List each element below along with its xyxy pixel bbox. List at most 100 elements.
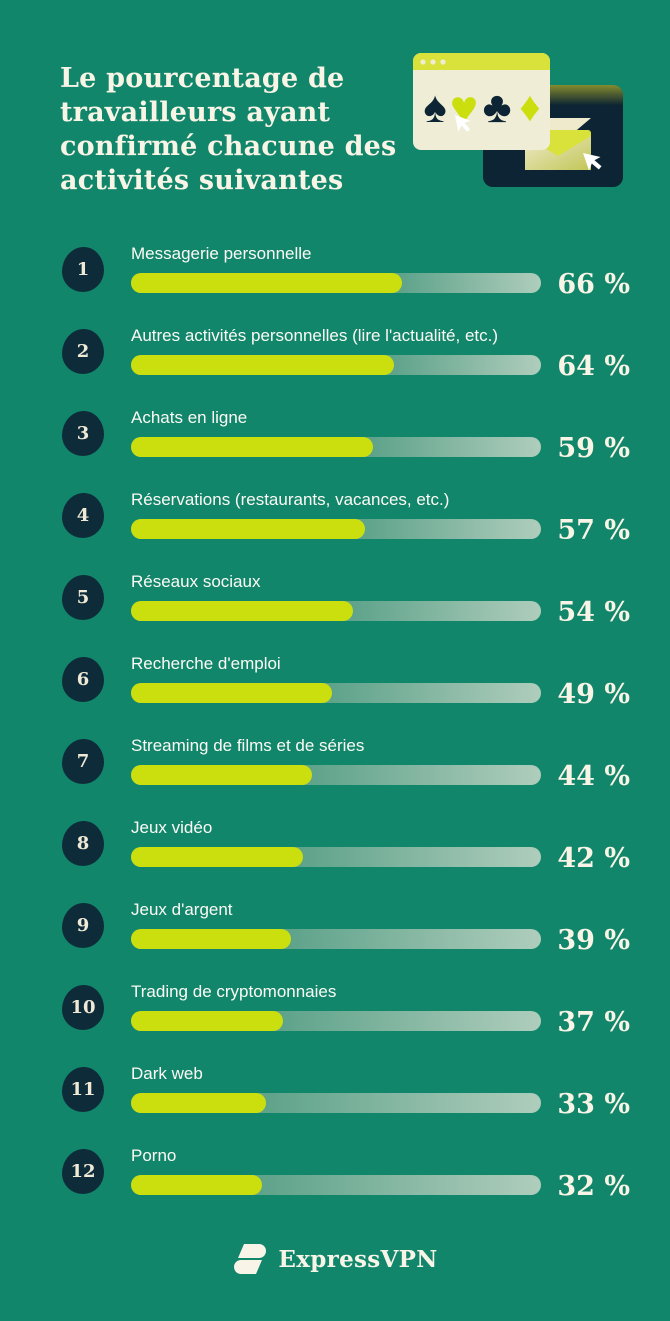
bar <box>131 765 542 785</box>
footer: ExpressVPN <box>0 1243 670 1275</box>
title-line: travailleurs ayant <box>60 97 331 128</box>
row-main: Recherche d'emploi <box>131 654 542 703</box>
browser-window-icon: ♠ ♥ ♣ ♦ <box>413 53 550 150</box>
row-label: Trading de cryptomonnaies <box>131 982 337 1001</box>
bar-fill <box>131 929 292 949</box>
bar-fill <box>131 1011 283 1031</box>
bar <box>131 355 542 375</box>
bar-fill <box>131 1175 263 1195</box>
row-rank: 5 <box>76 587 90 608</box>
bar <box>131 601 542 621</box>
row-rank: 1 <box>76 259 90 280</box>
row-rank: 10 <box>70 997 96 1018</box>
row-label: Réservations (restaurants, vacances, etc… <box>131 490 450 509</box>
row-percent: 32 % <box>557 1171 630 1202</box>
row-percent: 54 % <box>557 597 630 628</box>
row-rank: 12 <box>70 1161 96 1182</box>
chart-row: 5 Réseaux sociaux 54 % <box>62 572 630 628</box>
bars-list: 1 Messagerie personnelle 66 % 2 Autres a… <box>0 244 670 1202</box>
rank-badge: 8 <box>62 821 104 866</box>
row-main: Jeux d'argent <box>131 900 542 949</box>
rank-badge: 2 <box>62 329 104 374</box>
row-main: Achats en ligne <box>131 408 542 457</box>
cursor-icon <box>455 115 471 132</box>
bar-fill <box>131 683 333 703</box>
bar <box>131 1093 542 1113</box>
brand-wordmark: ExpressVPN <box>278 1245 438 1273</box>
row-label: Streaming de films et de séries <box>131 736 365 755</box>
row-rank: 9 <box>76 915 90 936</box>
row-rank: 11 <box>70 1079 96 1100</box>
expressvpn-logo-icon <box>234 1244 267 1274</box>
bar-fill <box>131 765 312 785</box>
rank-badge: 12 <box>62 1149 104 1194</box>
row-main: Streaming de films et de séries <box>131 736 542 785</box>
window-dot <box>430 59 436 65</box>
rank-badge: 4 <box>62 493 104 538</box>
chart-row: 6 Recherche d'emploi 49 % <box>62 654 630 710</box>
bar-fill <box>131 355 394 375</box>
bar <box>131 929 542 949</box>
bar <box>131 437 542 457</box>
chart-row: 8 Jeux vidéo 42 % <box>62 818 630 874</box>
row-label: Achats en ligne <box>131 408 248 427</box>
rank-badge: 10 <box>62 985 104 1030</box>
header: Le pourcentage de travailleurs ayant con… <box>0 0 670 198</box>
title-line: confirmé chacune des <box>60 131 397 162</box>
page-title: Le pourcentage de travailleurs ayant con… <box>60 62 630 198</box>
bar <box>131 683 542 703</box>
bar <box>131 273 542 293</box>
rank-badge: 11 <box>62 1067 104 1112</box>
title-line: Le pourcentage de <box>60 63 345 94</box>
header-illustration: ♠ ♥ ♣ ♦ <box>413 53 623 187</box>
club-icon: ♣ <box>483 83 512 132</box>
row-rank: 6 <box>76 669 90 690</box>
row-percent: 37 % <box>557 1007 630 1038</box>
row-rank: 3 <box>76 423 90 444</box>
chart-row: 1 Messagerie personnelle 66 % <box>62 244 630 300</box>
window-dot <box>440 59 446 65</box>
row-rank: 2 <box>76 341 90 362</box>
row-rank: 4 <box>76 505 90 526</box>
row-percent: 39 % <box>557 925 630 956</box>
rank-badge: 3 <box>62 411 104 456</box>
row-percent: 44 % <box>557 761 630 792</box>
row-percent: 64 % <box>557 351 630 382</box>
bar-fill <box>131 437 374 457</box>
bar <box>131 847 542 867</box>
row-main: Réseaux sociaux <box>131 572 542 621</box>
chart-row: 3 Achats en ligne 59 % <box>62 408 630 464</box>
row-label: Recherche d'emploi <box>131 654 281 673</box>
bar-fill <box>131 519 365 539</box>
spade-icon: ♠ <box>423 83 446 132</box>
bar-fill <box>131 273 402 293</box>
bar <box>131 519 542 539</box>
rank-badge: 5 <box>62 575 104 620</box>
chart-row: 9 Jeux d'argent 39 % <box>62 900 630 956</box>
row-main: Messagerie personnelle <box>131 244 542 293</box>
diamond-icon: ♦ <box>519 83 540 130</box>
row-main: Réservations (restaurants, vacances, etc… <box>131 490 542 539</box>
row-main: Porno <box>131 1146 542 1195</box>
chart-row: 11 Dark web 33 % <box>62 1064 630 1120</box>
bar-fill <box>131 1093 267 1113</box>
row-percent: 49 % <box>557 679 630 710</box>
row-percent: 33 % <box>557 1089 630 1120</box>
bar-fill <box>131 601 353 621</box>
chart-row: 12 Porno 32 % <box>62 1146 630 1202</box>
row-label: Dark web <box>131 1064 203 1083</box>
bar-fill <box>131 847 304 867</box>
cursor-icon <box>583 153 602 171</box>
chart-row: 7 Streaming de films et de séries 44 % <box>62 736 630 792</box>
row-label: Autres activités personnelles (lire l'ac… <box>131 326 499 345</box>
rank-badge: 1 <box>62 247 104 292</box>
row-label: Réseaux sociaux <box>131 572 261 591</box>
chart-row: 10 Trading de cryptomonnaies 37 % <box>62 982 630 1038</box>
chart-row: 4 Réservations (restaurants, vacances, e… <box>62 490 630 546</box>
title-line: activités suivantes <box>60 165 344 196</box>
row-label: Porno <box>131 1146 177 1165</box>
row-main: Autres activités personnelles (lire l'ac… <box>131 326 542 375</box>
row-rank: 7 <box>76 751 90 772</box>
row-label: Jeux vidéo <box>131 818 213 837</box>
